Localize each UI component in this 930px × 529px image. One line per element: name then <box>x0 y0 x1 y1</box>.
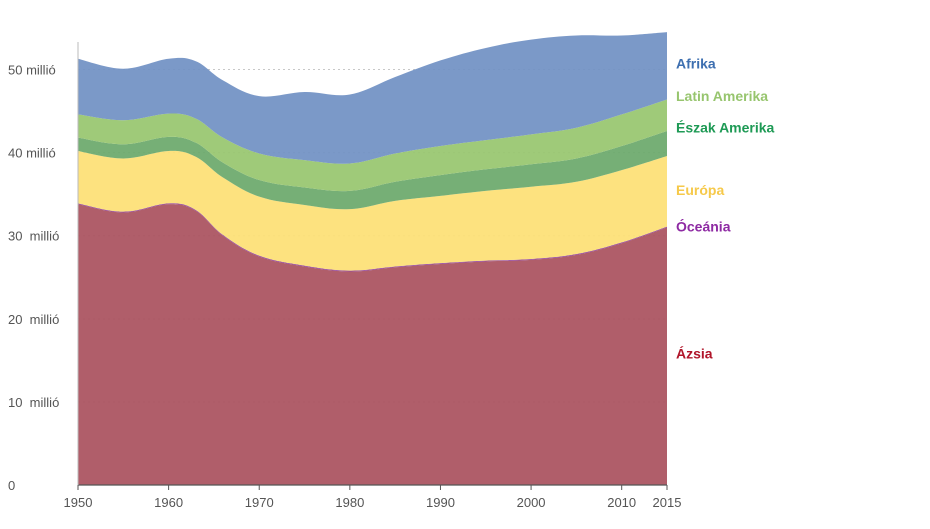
legend-label-Észak Amerika: Észak Amerika <box>676 120 775 136</box>
y-tick-label-10: 10 millió <box>8 395 59 410</box>
x-tick-label-2015: 2015 <box>653 495 682 510</box>
legend-label-Latin Amerika: Latin Amerika <box>676 88 768 104</box>
y-tick-label-40: 40 millió <box>8 146 56 161</box>
area-Észak Amerika <box>78 131 667 210</box>
legend-label-Afrika: Afrika <box>676 56 716 72</box>
y-tick-label-0: 0 <box>8 478 15 493</box>
area-Afrika <box>78 32 667 164</box>
legend-label-Ázsia: Ázsia <box>676 346 713 362</box>
x-axis-ticks: 1950 1960 1970 1980 1990 2000 2010 2015 <box>64 495 682 510</box>
y-tick-label-50: 50 millió <box>8 63 56 78</box>
x-tick-label-1990: 1990 <box>426 495 455 510</box>
legend-label-Európa: Európa <box>676 182 724 198</box>
y-tick-label-20: 20 millió <box>8 312 59 327</box>
x-tick-label-1960: 1960 <box>154 495 183 510</box>
legend: Afrika Latin Amerika Észak Amerika Európa Óc… <box>676 56 775 362</box>
area-Ázsia <box>78 204 667 486</box>
y-axis-ticks: 0 10 millió 20 millió 30 millió 40 millió 50 … <box>8 63 59 493</box>
x-tick-label-2010: 2010 <box>607 495 636 510</box>
x-tick-label-1970: 1970 <box>245 495 274 510</box>
axes <box>77 42 668 490</box>
legend-label-Óceánia: Óceánia <box>676 218 731 235</box>
x-tick-label-1950: 1950 <box>64 495 93 510</box>
x-tick-label-1980: 1980 <box>335 495 364 510</box>
area-Óceánia <box>78 203 667 272</box>
area-Európa <box>78 150 667 271</box>
series-areas <box>78 32 667 486</box>
area-Latin Amerika <box>78 99 667 192</box>
x-tick-label-2000: 2000 <box>517 495 546 510</box>
y-tick-label-30: 30 millió <box>8 229 59 244</box>
